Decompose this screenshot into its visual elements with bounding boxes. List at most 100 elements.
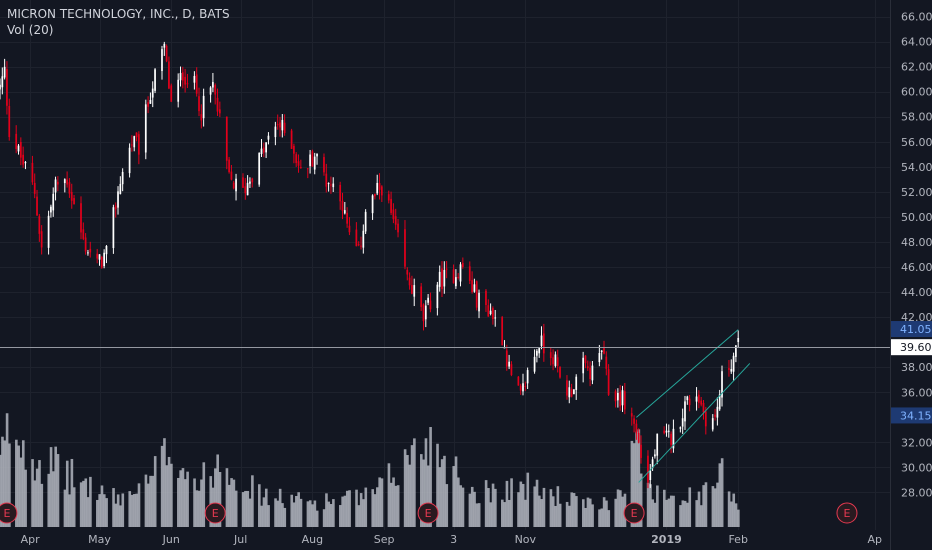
time-tick-label: Aug: [302, 533, 323, 546]
volume-bar: [679, 505, 682, 527]
volume-bar: [540, 499, 543, 527]
volume-bar: [306, 501, 310, 527]
price-tick-label: 44.00: [901, 286, 932, 299]
volume-bar: [730, 501, 733, 527]
price-tick-label: 46.00: [901, 261, 932, 274]
candle-body: [475, 281, 478, 308]
time-tick-label: Nov: [515, 533, 537, 546]
volume-bar: [387, 463, 391, 527]
volume-bar: [584, 507, 587, 527]
candle-body: [228, 159, 230, 173]
volume-bar: [572, 493, 576, 527]
time-axis[interactable]: Apr May Jun Jul Aug Sep 3 Nov 2019 Feb Ap: [21, 533, 882, 546]
candle-body: [295, 154, 298, 163]
volume-bar: [473, 491, 476, 527]
volume-bar: [329, 504, 333, 527]
volume-bar: [40, 483, 44, 527]
volume-bar: [373, 494, 377, 527]
candle-body: [170, 85, 173, 102]
volume-bar: [413, 438, 416, 527]
volume-bar: [526, 472, 530, 527]
volume-bar: [332, 499, 335, 527]
candle-body: [209, 87, 212, 95]
candle-body: [346, 212, 348, 224]
candle-body: [348, 225, 351, 233]
earnings-e-icon[interactable]: E: [836, 502, 858, 524]
candle-body: [406, 269, 409, 275]
volume-bar: [697, 491, 701, 527]
volume-bar: [315, 510, 319, 527]
volume-bar: [177, 477, 180, 527]
earnings-e-icon[interactable]: E: [0, 502, 18, 524]
volume-bar: [459, 485, 462, 527]
candle-body: [485, 290, 487, 306]
candle-body: [339, 184, 342, 202]
candle-body: [704, 411, 707, 427]
candle-body: [598, 353, 601, 363]
volume-bar: [5, 413, 9, 527]
candle-body: [455, 277, 457, 287]
candle-body: [390, 198, 392, 213]
candle-body: [202, 95, 205, 119]
earnings-e-icon[interactable]: E: [623, 502, 645, 524]
volume-bar: [290, 494, 294, 527]
candle-body: [242, 177, 244, 188]
volume-bar: [232, 479, 236, 527]
volume-bar: [96, 499, 99, 527]
volume-bar: [635, 431, 638, 527]
volume-bar: [586, 497, 590, 527]
volume-bar: [121, 493, 125, 527]
time-tick-label: Feb: [728, 533, 747, 546]
price-axis[interactable]: 66.00 64.00 62.00 60.00 58.00 56.00 54.00 52.00…: [901, 11, 932, 500]
volume-bar: [396, 485, 400, 527]
volume-bar: [163, 438, 166, 527]
earnings-e-icon[interactable]: E: [417, 502, 439, 524]
candle-body: [96, 253, 99, 259]
candle-body: [637, 432, 640, 443]
price-tick-label: 38.00: [901, 361, 932, 374]
candle-body: [665, 430, 668, 433]
candle-body: [357, 244, 360, 246]
volume-bar: [348, 490, 351, 527]
volume-bar: [424, 438, 428, 527]
candle-body: [540, 335, 543, 346]
volume-bar: [501, 499, 504, 527]
candle-body: [198, 96, 200, 112]
candle-body: [647, 455, 649, 483]
volume-bar: [195, 490, 199, 527]
volume-bar: [251, 475, 254, 527]
volume-bar: [565, 501, 569, 527]
time-tick-label: 2019: [651, 533, 682, 546]
earnings-circle: [417, 502, 439, 524]
candle-body: [309, 154, 311, 167]
price-tick-label: 62.00: [901, 61, 932, 74]
candle-body: [225, 116, 228, 161]
candle-body: [429, 300, 432, 310]
candle-body: [438, 271, 441, 287]
candle-body: [667, 430, 670, 432]
candle-body: [6, 69, 8, 106]
candle-body: [378, 183, 381, 190]
candle-body: [195, 74, 198, 94]
volume-bar: [308, 500, 312, 527]
candle-body: [471, 280, 473, 293]
volume-bar: [443, 455, 446, 527]
volume-bar: [56, 454, 60, 527]
earnings-e-icon[interactable]: E: [204, 502, 226, 524]
candle-body: [15, 133, 18, 149]
price-tick-label: 30.00: [901, 461, 932, 474]
volume-bar: [281, 503, 284, 527]
price-tick-label: 52.00: [901, 186, 932, 199]
volume-bar: [137, 483, 141, 527]
candle-body: [267, 135, 270, 140]
candle-body: [556, 357, 559, 366]
volume-bar: [535, 479, 539, 527]
candle-body: [441, 268, 443, 290]
earnings-circle: [204, 502, 226, 524]
candle-body: [538, 348, 541, 354]
time-tick-label: Jul: [233, 533, 247, 546]
volume-bar: [598, 509, 601, 527]
candle-body: [461, 262, 464, 268]
volume-bar: [619, 490, 622, 527]
